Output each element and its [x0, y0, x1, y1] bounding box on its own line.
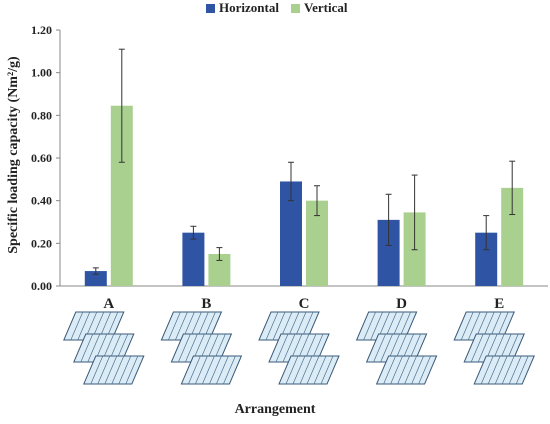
layer-hatch	[370, 311, 383, 341]
bar-horizontal-b	[182, 232, 205, 286]
layer-hatch	[487, 355, 501, 385]
x-tick-label: D	[396, 296, 407, 312]
bar-vertical-a	[110, 105, 133, 286]
layer-hatch	[494, 355, 508, 385]
x-tick-label: B	[201, 296, 211, 312]
bar-horizontal-a	[84, 271, 107, 286]
layer-hatch	[77, 311, 91, 341]
layer-hatch	[168, 311, 181, 341]
layer-hatch	[404, 355, 417, 385]
layer-hatch	[383, 355, 396, 385]
layer-hatch	[80, 333, 94, 363]
bar-horizontal-c	[280, 181, 302, 286]
layer-hatch	[223, 355, 236, 385]
y-axis-title: Specific loading capacity (Nm²/g)	[6, 56, 21, 254]
layer-hatch	[418, 355, 431, 385]
layer-hatch	[467, 311, 481, 341]
layer-hatch	[320, 355, 334, 385]
layer-hatch	[178, 333, 191, 363]
layer-hatch	[209, 355, 222, 385]
layer-hatch	[282, 333, 296, 363]
layer-hatch	[373, 333, 386, 363]
layer-hatch	[306, 355, 320, 385]
legend-item-vertical: Vertical	[290, 0, 348, 16]
y-tick-label: 0.00	[31, 279, 52, 293]
bar-vertical-b	[208, 254, 231, 286]
layer-hatch	[265, 311, 279, 341]
layer-hatch	[313, 355, 327, 385]
layer-hatch	[299, 355, 313, 385]
legend-label-horizontal: Horizontal	[219, 0, 279, 15]
layer-hatch	[175, 311, 188, 341]
y-tick-label: 0.80	[31, 108, 52, 122]
layer-hatch	[460, 311, 474, 341]
layer-hatch	[118, 355, 132, 385]
layer-hatch	[480, 355, 494, 385]
bar-vertical-e	[501, 187, 524, 286]
layer-hatch	[185, 333, 198, 363]
layer-hatch	[275, 333, 289, 363]
layer-hatch	[501, 355, 515, 385]
x-tick-label: A	[103, 296, 114, 312]
layer-hatch	[390, 355, 403, 385]
legend-swatch-horizontal	[206, 3, 215, 13]
layer-hatch	[125, 355, 139, 385]
bar-vertical-c	[306, 200, 328, 286]
layer-hatch	[272, 311, 286, 341]
legend-item-horizontal: Horizontal	[206, 0, 279, 16]
bar-horizontal-e	[475, 232, 498, 286]
layer-hatch	[70, 311, 84, 341]
layer-hatch	[363, 311, 376, 341]
legend-label-vertical: Vertical	[303, 0, 348, 15]
y-tick-label: 0.60	[31, 151, 52, 165]
x-tick-label: E	[494, 296, 504, 312]
legend-swatch-vertical	[290, 3, 300, 13]
layer-hatch	[111, 355, 125, 385]
layer-hatch	[292, 355, 306, 385]
layer-hatch	[188, 355, 201, 385]
layer-hatch	[508, 355, 522, 385]
y-tick-label: 1.20	[31, 23, 52, 37]
layer-hatch	[90, 355, 104, 385]
layer-hatch	[216, 355, 229, 385]
layer-hatch	[477, 333, 491, 363]
layer-hatch	[470, 333, 484, 363]
legend: Horizontal Vertical	[206, 0, 360, 16]
layer-hatch	[195, 355, 208, 385]
layer-hatch	[104, 355, 118, 385]
x-axis-title: Arrangement	[234, 402, 316, 417]
layer-hatch	[285, 355, 299, 385]
y-tick-label: 0.40	[31, 194, 52, 208]
layer-hatch	[515, 355, 529, 385]
layer-hatch	[87, 333, 101, 363]
bar-horizontal-d	[377, 219, 400, 286]
layer-hatch	[411, 355, 424, 385]
y-tick-label: 0.20	[31, 236, 52, 250]
y-tick-label: 1.00	[31, 66, 52, 80]
layer-hatch	[97, 355, 111, 385]
layer-hatch	[202, 355, 215, 385]
layer-hatch	[380, 333, 393, 363]
x-tick-label: C	[299, 296, 310, 312]
layer-hatch	[397, 355, 410, 385]
